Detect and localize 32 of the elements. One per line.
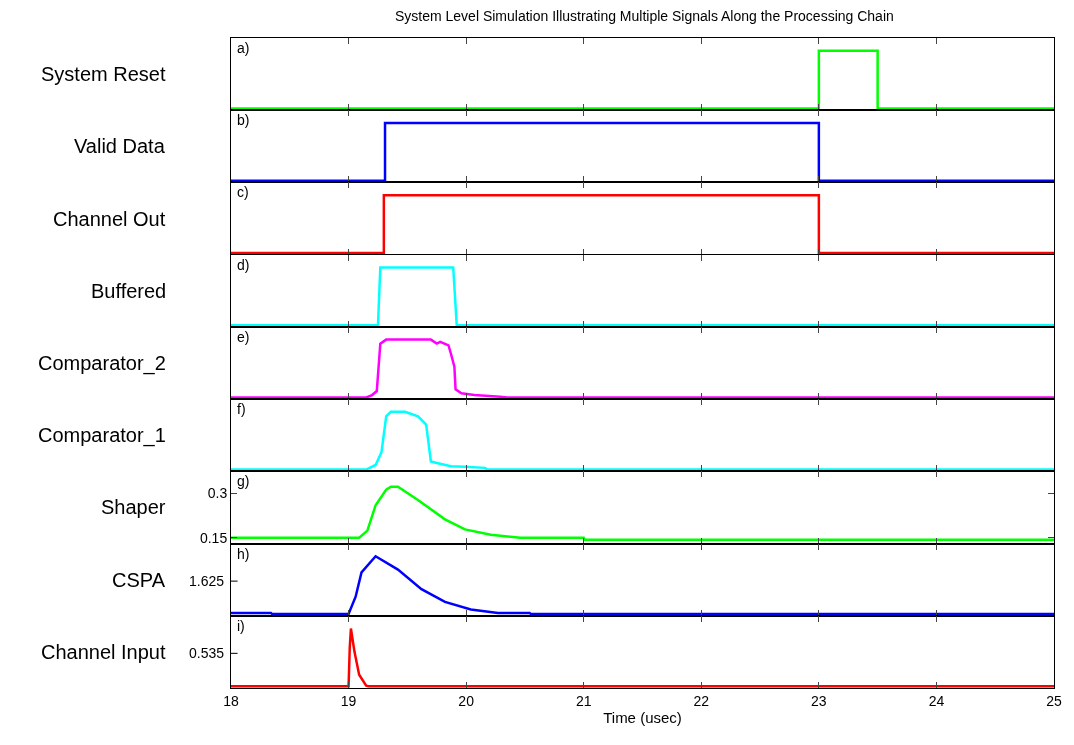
x-tick-label: 25 <box>1046 692 1062 709</box>
annotation: g) <box>237 473 250 489</box>
x-tick-label: 19 <box>340 692 357 709</box>
x-tick-label: 20 <box>458 692 475 709</box>
annotation: h) <box>237 546 250 562</box>
annotation: b) <box>237 112 250 128</box>
x-tick-label: 21 <box>575 692 592 709</box>
x-axis-title: Time (usec) <box>603 708 682 726</box>
annotation: f) <box>237 401 246 417</box>
x-tick-label: 22 <box>693 692 710 709</box>
annotation: e) <box>237 329 250 345</box>
text: 0.535 <box>189 645 225 661</box>
x-tick-label: 18 <box>223 692 239 709</box>
y-axis-title: Valid Data <box>74 135 166 157</box>
x-tick-label: 24 <box>928 692 945 709</box>
text: 1.625 <box>189 573 225 589</box>
y-tick-label: 0.3 <box>207 485 228 502</box>
y-axis-title: Shaper <box>101 496 166 518</box>
y-axis-title: Comparator_1 <box>38 424 166 447</box>
chart-title: System Level Simulation Illustrating Multiple Signals Along the Processing Chain <box>394 7 894 24</box>
y-axis-title: System Reset <box>41 63 166 85</box>
x-tick-label: 23 <box>811 692 827 709</box>
annotation: c) <box>237 184 249 200</box>
y-axis-title: Buffered <box>91 280 167 302</box>
annotation: a) <box>237 40 250 56</box>
annotation: i) <box>237 618 245 634</box>
y-axis-title: CSPA <box>112 569 166 591</box>
y-axis-title: Comparator_2 <box>38 352 166 375</box>
y-axis-title: Channel Out <box>53 208 166 230</box>
y-axis-title: Channel Input <box>41 641 166 663</box>
y-tick-label: 0.15 <box>199 529 228 546</box>
annotation: d) <box>237 257 250 273</box>
